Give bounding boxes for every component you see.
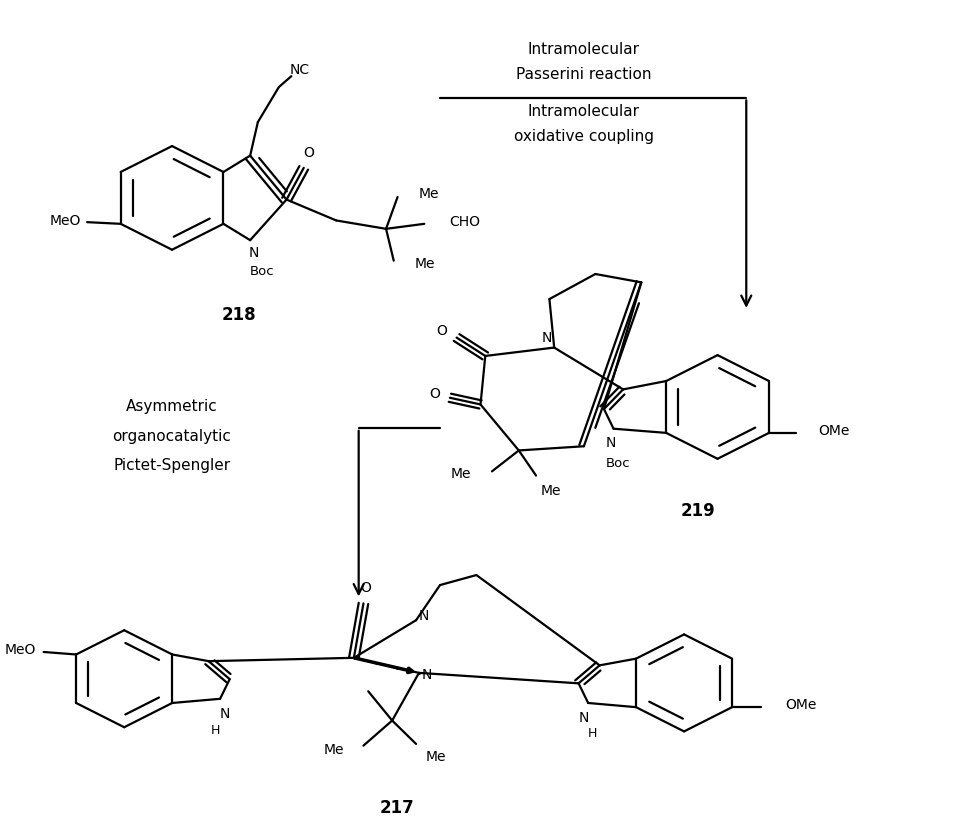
Text: Boc: Boc bbox=[606, 457, 631, 471]
Text: O: O bbox=[429, 387, 440, 400]
Text: Me: Me bbox=[451, 466, 471, 481]
Text: CHO: CHO bbox=[449, 215, 481, 229]
Text: NC: NC bbox=[290, 63, 310, 77]
Text: N: N bbox=[578, 711, 588, 725]
Text: OMe: OMe bbox=[819, 425, 850, 438]
Text: Intramolecular: Intramolecular bbox=[528, 104, 639, 119]
Text: MeO: MeO bbox=[49, 214, 81, 228]
Text: O: O bbox=[303, 146, 314, 159]
Text: Me: Me bbox=[541, 483, 561, 498]
Text: oxidative coupling: oxidative coupling bbox=[513, 129, 654, 144]
Text: Boc: Boc bbox=[249, 265, 273, 279]
Text: N: N bbox=[220, 706, 230, 721]
Text: Pictet-Spengler: Pictet-Spengler bbox=[114, 458, 230, 473]
Text: Me: Me bbox=[426, 750, 446, 764]
Text: MeO: MeO bbox=[5, 644, 37, 657]
Text: 218: 218 bbox=[221, 306, 256, 324]
Text: Asymmetric: Asymmetric bbox=[126, 399, 218, 414]
Text: Passerini reaction: Passerini reaction bbox=[516, 67, 651, 82]
Text: Intramolecular: Intramolecular bbox=[528, 43, 639, 57]
Text: organocatalytic: organocatalytic bbox=[113, 429, 231, 444]
Text: 219: 219 bbox=[681, 503, 716, 520]
Text: OMe: OMe bbox=[785, 699, 817, 712]
Text: Me: Me bbox=[324, 743, 345, 757]
Text: N: N bbox=[248, 246, 259, 260]
Text: N: N bbox=[606, 436, 616, 450]
Text: H: H bbox=[211, 724, 220, 737]
Text: N: N bbox=[419, 609, 429, 623]
Text: 217: 217 bbox=[379, 800, 414, 817]
Text: Me: Me bbox=[419, 187, 439, 201]
Text: O: O bbox=[360, 581, 371, 596]
Text: O: O bbox=[436, 324, 447, 338]
Text: H: H bbox=[588, 727, 598, 740]
Text: N: N bbox=[541, 331, 552, 345]
Text: N: N bbox=[422, 669, 431, 682]
Text: Me: Me bbox=[415, 257, 435, 271]
